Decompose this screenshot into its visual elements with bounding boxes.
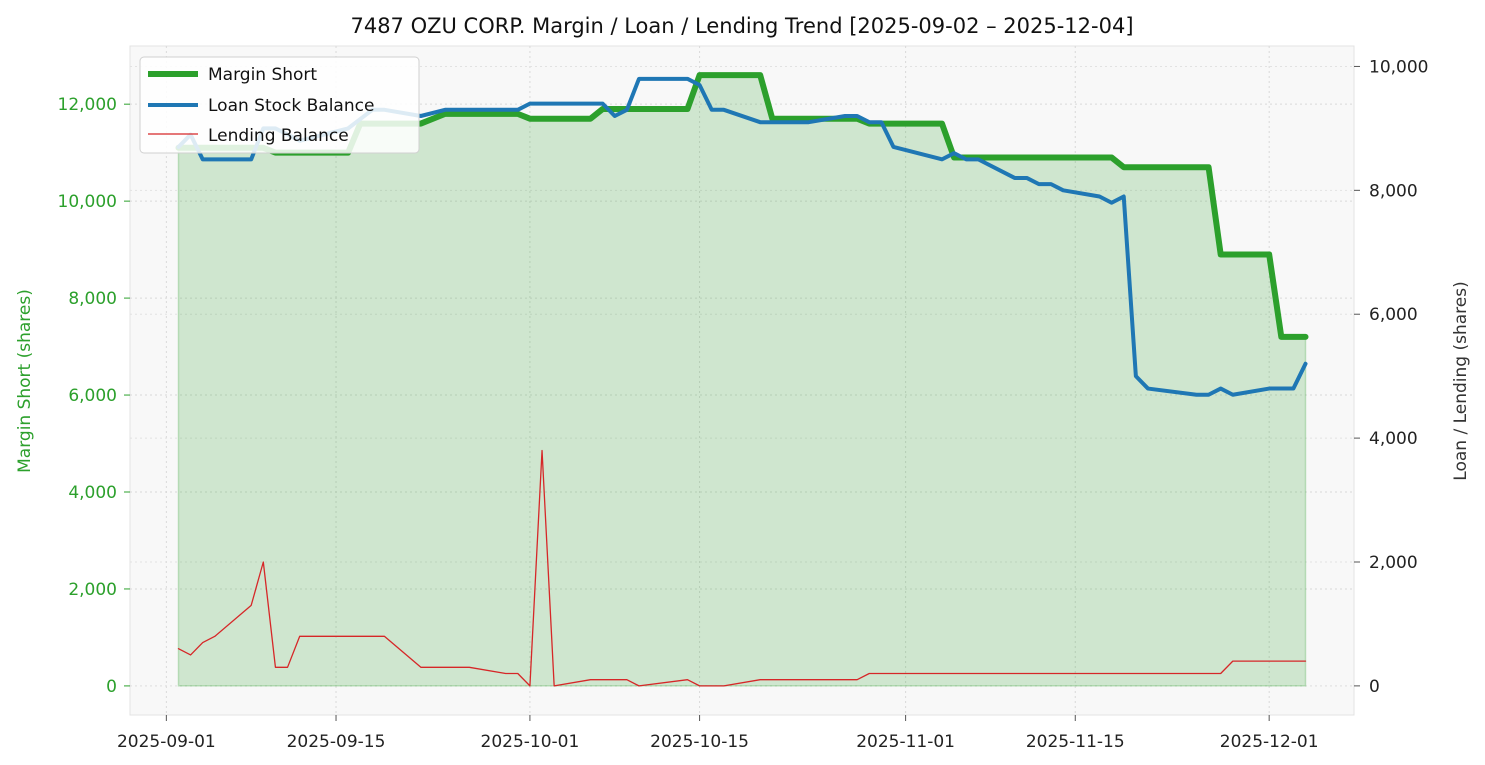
grid: [130, 46, 1354, 715]
x-tick-label: 2025-12-01: [1220, 732, 1319, 752]
x-tick-label: 2025-11-15: [1026, 732, 1125, 752]
left-y-tick-label: 10,000: [58, 192, 117, 212]
legend-label-loan-stock: Loan Stock Balance: [208, 96, 374, 116]
lending-balance-line: [177, 449, 1307, 687]
chart-title: 7487 OZU CORP. Margin / Loan / Lending T…: [350, 14, 1133, 38]
right-y-tick-label: 8,000: [1369, 181, 1418, 201]
legend-label-margin-short: Margin Short: [208, 65, 317, 85]
left-y-axis-label: Margin Short (shares): [15, 289, 35, 473]
left-y-tick-label: 2,000: [68, 580, 117, 600]
left-y-tick-label: 0: [106, 677, 117, 697]
left-y-tick-label: 6,000: [68, 386, 117, 406]
x-tick-label: 2025-10-15: [650, 732, 749, 752]
left-y-tick-label: 4,000: [68, 483, 117, 503]
x-tick-label: 2025-09-01: [117, 732, 216, 752]
legend: Margin Short Loan Stock Balance Lending …: [139, 56, 420, 154]
legend-box: [139, 56, 420, 154]
x-tick-label: 2025-11-01: [856, 732, 955, 752]
right-y-tick-label: 10,000: [1369, 57, 1428, 77]
right-y-tick-label: 4,000: [1369, 429, 1418, 449]
right-y-axis-label: Loan / Lending (shares): [1451, 281, 1471, 480]
right-y-tick-label: 0: [1369, 677, 1380, 697]
plot-area: [129, 45, 1355, 716]
left-y-tick-label: 12,000: [58, 95, 117, 115]
legend-label-lending: Lending Balance: [208, 126, 349, 146]
right-y-tick-label: 6,000: [1369, 305, 1418, 325]
x-tick-label: 2025-10-01: [481, 732, 580, 752]
left-y-tick-label: 8,000: [68, 289, 117, 309]
right-y-axis-ticks: 0 2,000 4,000 6,000 8,000 10,000: [1354, 57, 1428, 697]
right-y-tick-label: 2,000: [1369, 553, 1418, 573]
x-axis-ticks: 2025-09-01 2025-09-15 2025-10-01 2025-10-15…: [117, 715, 1319, 752]
x-tick-label: 2025-09-15: [287, 732, 386, 752]
left-y-axis-ticks: 0 2,000 4,000 6,000 8,000 10,000 12,000: [58, 95, 130, 697]
